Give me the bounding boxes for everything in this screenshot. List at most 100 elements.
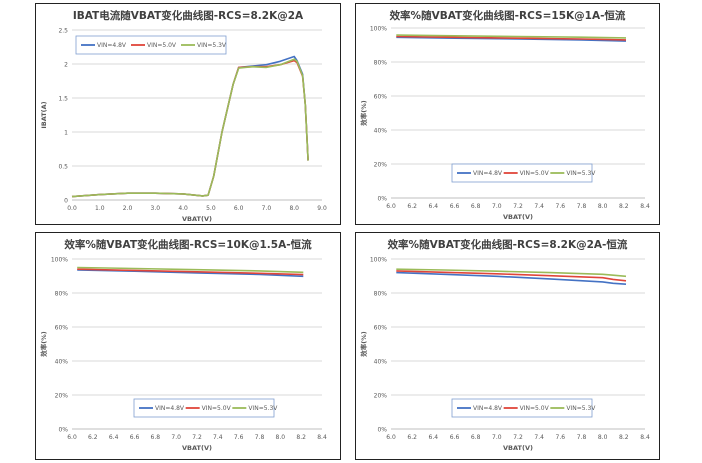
x-tick-label: 7.0 [492, 203, 502, 210]
y-tick-label: 1 [64, 130, 68, 137]
y-tick-label: 2 [64, 62, 68, 69]
y-tick-label: 0% [377, 427, 387, 434]
y-tick-label: 60% [374, 325, 388, 332]
legend-label: VIN=5.3V [248, 405, 278, 412]
y-tick-label: 80% [374, 60, 388, 67]
x-tick-label: 9.0 [317, 205, 327, 212]
x-tick-label: 7.4 [213, 434, 223, 441]
x-tick-label: 7.6 [556, 434, 566, 441]
chart-svg-efficiency-10k-1-5a: 效率%随VBAT变化曲线图-RCS=10K@1.5A-恒流 0% 20% 40% 60%… [39, 238, 327, 452]
x-axis-label: VBAT(V) [182, 444, 212, 452]
chart-svg-efficiency-8-2k-2a: 效率%随VBAT变化曲线图-RCS=8.2K@2A-恒流 0% 20% 40% 60% 8… [359, 238, 650, 452]
x-tick-label: 1.0 [95, 205, 105, 212]
y-tick-label: 0% [377, 196, 387, 203]
x-tick-label: 8.4 [317, 434, 327, 441]
y-tick-label: 60% [55, 325, 69, 332]
y-axis-label: 效率(%) [359, 100, 368, 125]
x-tick-label: 6.2 [88, 434, 98, 441]
chart-title: IBAT电流随VBAT变化曲线图-RCS=8.2K@2A [73, 9, 304, 22]
y-tick-label: 40% [374, 128, 388, 135]
legend-box [451, 163, 593, 183]
legend-label: VIN=5.0V [520, 405, 550, 412]
chart-svg-ibat-vs-vbat: IBAT电流随VBAT变化曲线图-RCS=8.2K@2A 0 0.5 1 1.5 2 2.5… [40, 9, 327, 223]
series-line-vin-5-0v [396, 35, 627, 41]
x-tick-label: 7.2 [192, 434, 202, 441]
x-tick-label: 6.0 [386, 203, 396, 210]
x-axis-label: VBAT(V) [503, 213, 533, 221]
series-line-vin-5-3v [77, 266, 304, 274]
y-tick-label: 0% [58, 427, 68, 434]
x-tick-label: 4.0 [178, 205, 188, 212]
x-tick-label: 8.0 [289, 205, 299, 212]
y-tick-label: 100% [370, 257, 387, 264]
x-tick-label: 8.2 [619, 434, 629, 441]
x-tick-label: 7.4 [534, 203, 544, 210]
chart-panel-efficiency-10k-1-5a: 效率%随VBAT变化曲线图-RCS=10K@1.5A-恒流 0% 20% 40% 60%… [35, 232, 341, 460]
x-tick-label: 6.4 [109, 434, 119, 441]
series-line-vin-4-8v [71, 55, 309, 198]
x-tick-label: 8.2 [619, 203, 629, 210]
series-line-vin-4-8v [396, 271, 627, 285]
legend-box [451, 398, 593, 418]
legend-label: VIN=4.8V [473, 405, 503, 412]
y-tick-label: 80% [374, 291, 388, 298]
y-tick-label: 80% [55, 291, 69, 298]
y-tick-label: 100% [51, 257, 68, 264]
x-tick-label: 8.0 [598, 203, 608, 210]
y-tick-label: 20% [374, 393, 388, 400]
y-axis-label: 效率(%) [39, 331, 48, 356]
legend-box [75, 35, 227, 55]
x-tick-label: 6.8 [151, 434, 161, 441]
x-axis-label: VBAT(V) [503, 444, 533, 452]
legend-label: VIN=5.0V [202, 405, 232, 412]
chart-title: 效率%随VBAT变化曲线图-RCS=8.2K@2A-恒流 [388, 238, 628, 251]
chart-panel-ibat-vs-vbat: IBAT电流随VBAT变化曲线图-RCS=8.2K@2A 0 0.5 1 1.5 2 2.5… [35, 3, 341, 225]
x-tick-label: 6.6 [130, 434, 140, 441]
chart-title: 效率%随VBAT变化曲线图-RCS=10K@1.5A-恒流 [64, 238, 312, 251]
x-tick-label: 7.2 [513, 203, 523, 210]
y-tick-label: 2.5 [58, 28, 68, 35]
x-tick-label: 5.0 [206, 205, 216, 212]
y-tick-label: 60% [374, 94, 388, 101]
legend-label: VIN=5.0V [147, 42, 177, 49]
x-tick-label: 7.0 [492, 434, 502, 441]
x-tick-label: 6.0 [234, 205, 244, 212]
series-line-vin-5-3v [396, 268, 627, 278]
chart-svg-efficiency-15k-1a: 效率%随VBAT变化曲线图-RCS=15K@1A-恒流 0% 20% 40% 60% 80… [359, 9, 650, 221]
y-tick-label: 1.5 [58, 96, 68, 103]
legend-label: VIN=5.3V [566, 170, 596, 177]
x-tick-label: 8.4 [640, 434, 650, 441]
x-tick-label: 7.6 [556, 203, 566, 210]
series-line-vin-5-3v [396, 34, 627, 39]
x-tick-label: 6.6 [450, 203, 460, 210]
y-tick-label: 20% [55, 393, 69, 400]
series-line-vin-5-0v [77, 268, 304, 276]
legend-label: VIN=4.8V [473, 170, 503, 177]
legend-label: VIN=4.8V [97, 42, 127, 49]
legend-label: VIN=5.3V [566, 405, 596, 412]
legend-label: VIN=4.8V [155, 405, 185, 412]
chart-title: 效率%随VBAT变化曲线图-RCS=15K@1A-恒流 [390, 9, 626, 22]
y-tick-label: 20% [374, 162, 388, 169]
x-tick-label: 8.0 [276, 434, 286, 441]
x-tick-label: 7.0 [262, 205, 272, 212]
y-tick-label: 100% [370, 26, 387, 33]
x-tick-label: 6.4 [429, 434, 439, 441]
y-axis-label: 效率(%) [359, 331, 368, 356]
legend-box [133, 398, 275, 418]
x-tick-label: 6.6 [450, 434, 460, 441]
y-axis-label: IBAT(A) [40, 101, 48, 128]
x-tick-label: 3.0 [151, 205, 161, 212]
legend-label: VIN=5.0V [520, 170, 550, 177]
x-tick-label: 7.6 [234, 434, 244, 441]
legend-label: VIN=5.3V [197, 42, 227, 49]
x-tick-label: 2.0 [123, 205, 133, 212]
x-axis-label: VBAT(V) [182, 215, 212, 223]
x-tick-label: 6.8 [471, 203, 481, 210]
x-tick-label: 6.2 [407, 434, 417, 441]
chart-panel-efficiency-8-2k-2a: 效率%随VBAT变化曲线图-RCS=8.2K@2A-恒流 0% 20% 40% 60% 8… [355, 232, 660, 460]
x-tick-label: 7.8 [577, 203, 587, 210]
series-line-vin-5-3v [71, 58, 309, 198]
series-line-vin-5-0v [71, 59, 309, 198]
x-tick-label: 6.2 [407, 203, 417, 210]
